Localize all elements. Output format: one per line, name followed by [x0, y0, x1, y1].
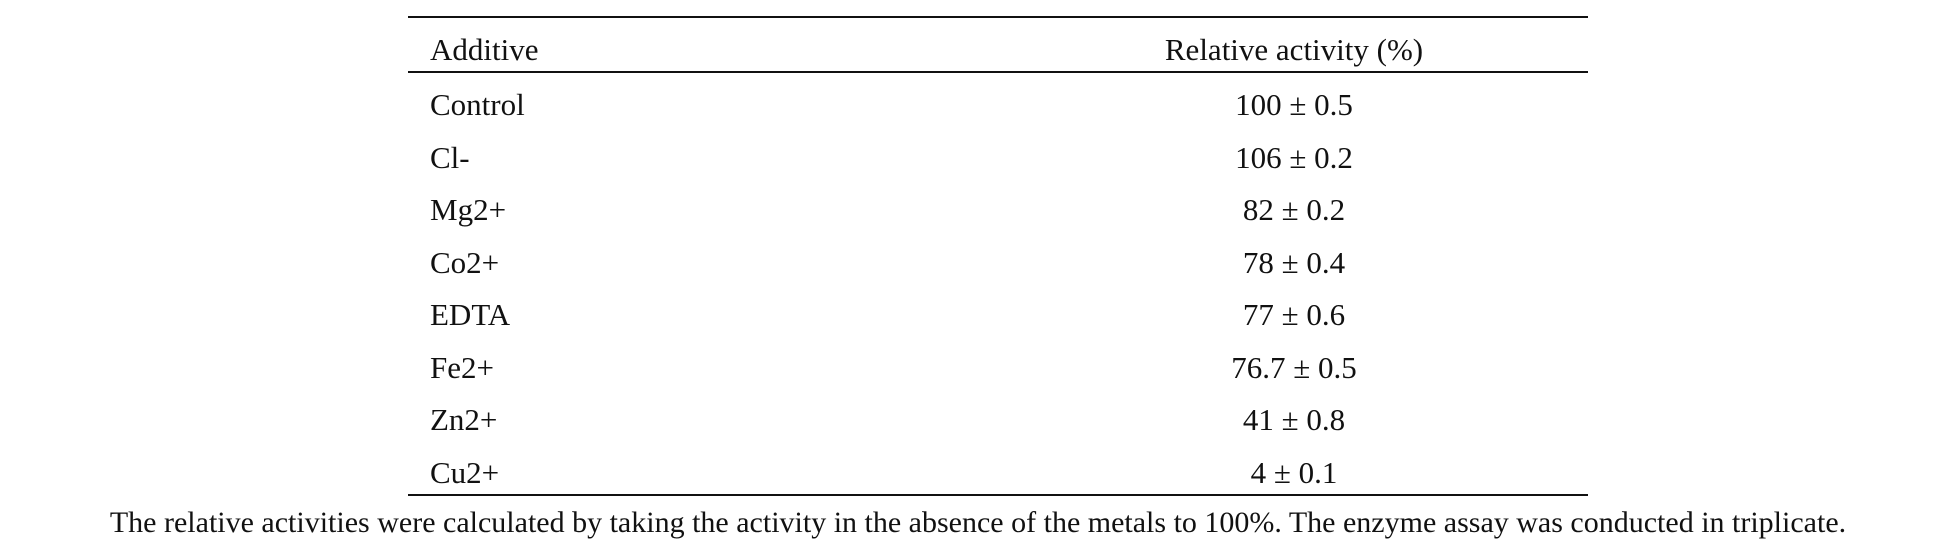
- table-cell: Cu2+: [430, 454, 500, 490]
- table-cell: Zn2+: [430, 402, 498, 437]
- header-cell: Relative activity (%): [1164, 32, 1424, 67]
- table-cell: EDTA: [430, 297, 511, 332]
- footnote: The relative activities were calculated …: [109, 506, 1847, 539]
- header-cell: Additive: [430, 32, 539, 67]
- table-cell: Fe2+: [430, 349, 494, 385]
- header-rule: [408, 71, 1588, 73]
- table-cell: 4 ± 0.1: [1250, 454, 1338, 490]
- table-cell: Co2+: [430, 244, 500, 280]
- table-cell: 78 ± 0.4: [1242, 244, 1346, 280]
- table-cell: 82 ± 0.2: [1242, 192, 1346, 227]
- table-cell: 77 ± 0.6: [1242, 297, 1346, 332]
- top-rule: [408, 16, 1588, 18]
- table-cell: 76.7 ± 0.5: [1231, 349, 1357, 385]
- table-cell: 41 ± 0.8: [1242, 402, 1346, 437]
- table-cell: 100 ± 0.5: [1235, 87, 1353, 122]
- table-cell: Cl-: [430, 139, 470, 175]
- table-cell: 106 ± 0.2: [1235, 139, 1353, 175]
- bottom-rule: [408, 494, 1588, 496]
- table-cell: Control: [430, 87, 525, 122]
- table-cell: Mg2+: [430, 192, 507, 227]
